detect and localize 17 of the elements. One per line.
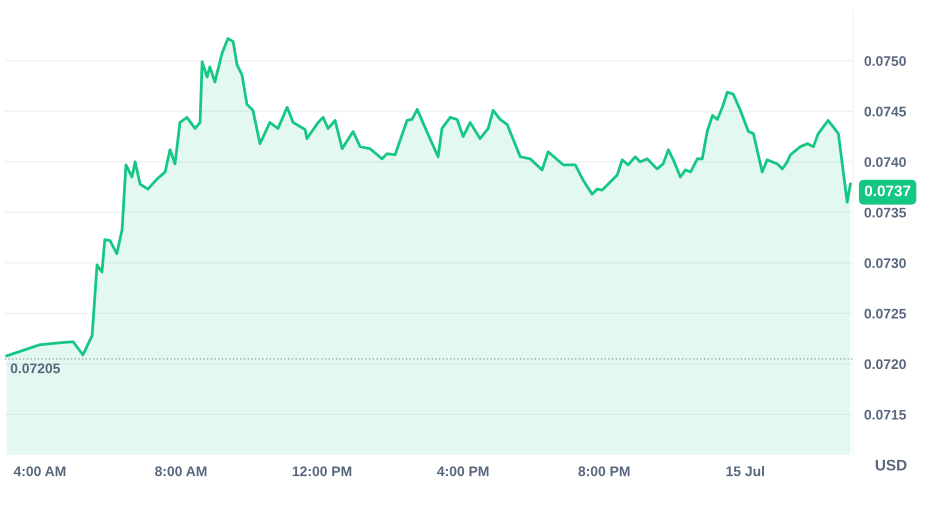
y-tick-label: 0.0715 [864,410,906,420]
x-tick-label: 15 Jul [726,466,764,476]
annotation: 0.0737 [864,185,910,196]
y-axis-title: USD [876,460,906,471]
x-tick-label: 4:00 AM [14,466,66,476]
y-tick-label: 0.0745 [864,106,906,116]
x-tick-label: 8:00 PM [578,466,630,476]
y-tick-label: 0.0730 [864,258,906,268]
ref-line-label: 0.07205 [10,363,60,374]
x-tick-label: 4:00 PM [437,466,488,476]
x-tick-label: 8:00 AM [155,466,206,476]
y-tick-label: 0.0750 [864,56,906,66]
x-tick-label: 12:00 PM [292,466,352,476]
y-tick-label: 0.0725 [864,308,906,319]
y-tick-label: 0.0735 [864,208,906,218]
y-tick-label: 0.0720 [864,359,906,370]
y-tick-label: 0.0740 [864,157,906,168]
